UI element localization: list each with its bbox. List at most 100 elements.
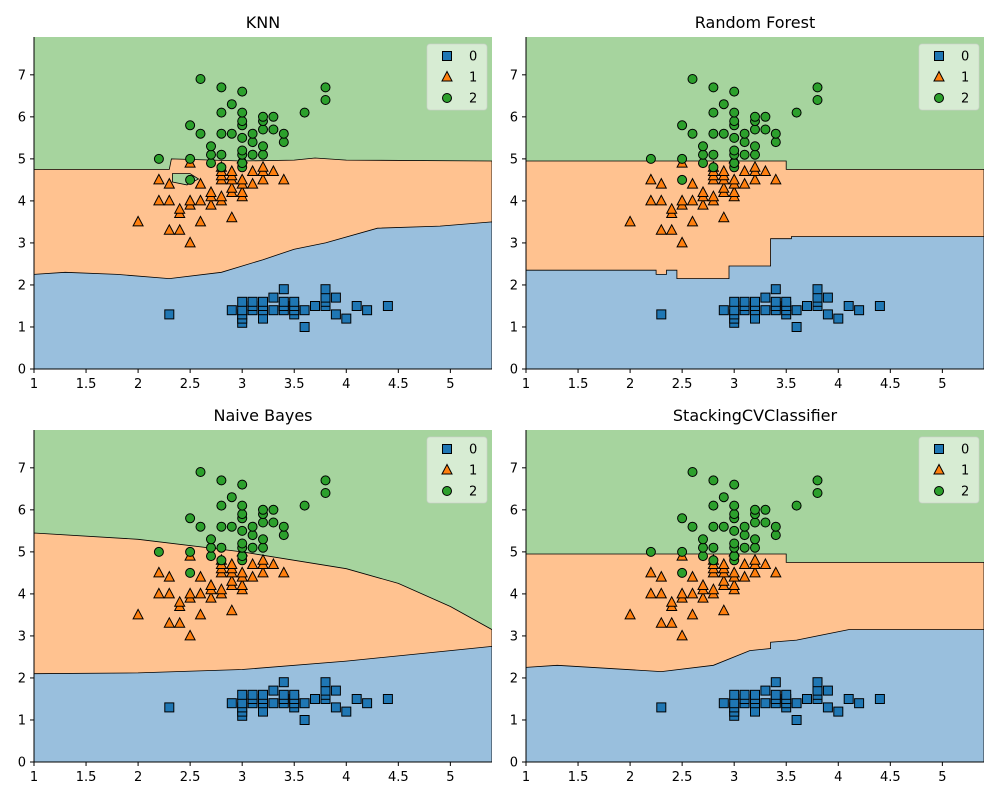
point-class-2	[226, 492, 237, 503]
point-class-2	[687, 467, 698, 477]
point-class-2	[770, 521, 781, 532]
point-class-0	[164, 309, 175, 320]
point-class-2	[729, 145, 740, 156]
point-class-0	[351, 694, 362, 704]
point-class-2	[185, 546, 196, 557]
point-class-0	[854, 698, 865, 709]
point-class-2	[770, 530, 781, 541]
x-tick-label: 5	[446, 377, 454, 392]
point-class-1	[246, 557, 259, 569]
point-class-1	[163, 587, 176, 599]
point-class-1	[205, 591, 217, 603]
legend-marker-triangle	[441, 70, 453, 82]
x-tick-label: 2	[626, 770, 634, 785]
point-class-0	[164, 702, 175, 713]
point-class-2	[226, 521, 237, 532]
x-tick-label: 3	[238, 770, 246, 785]
legend-marker-square	[934, 51, 944, 61]
y-tick-label: 4	[510, 194, 518, 209]
point-class-1	[225, 211, 238, 223]
point-class-0	[237, 698, 248, 709]
point-class-0	[289, 296, 300, 307]
point-class-2	[750, 141, 760, 152]
point-class-1	[236, 578, 249, 590]
y-tick-label: 2	[510, 278, 518, 293]
point-class-1	[194, 587, 207, 599]
point-class-1	[236, 185, 249, 197]
point-class-1	[236, 566, 249, 578]
point-class-0	[330, 292, 341, 303]
y-tick-label: 6	[18, 503, 26, 518]
point-class-2	[708, 149, 719, 160]
point-class-1	[153, 194, 165, 206]
point-class-1	[225, 574, 238, 586]
point-class-1	[665, 202, 678, 214]
legend-label: 1	[469, 464, 477, 479]
x-tick-label: 1.5	[568, 377, 589, 392]
point-class-0	[237, 689, 248, 700]
point-class-2	[750, 149, 760, 160]
legend-label: 2	[469, 92, 477, 107]
point-class-2	[687, 128, 698, 139]
legend: 0 1 2	[918, 43, 980, 111]
point-class-2	[708, 82, 719, 93]
point-class-2	[750, 504, 760, 515]
point-class-0	[247, 296, 258, 307]
x-tick-label: 1.5	[76, 770, 97, 785]
point-class-1	[676, 194, 688, 206]
point-class-2	[216, 107, 227, 118]
y-tick-label: 5	[510, 545, 518, 560]
point-class-2	[708, 542, 719, 553]
point-class-2	[216, 475, 227, 486]
point-class-2	[729, 538, 740, 549]
point-class-2	[195, 74, 206, 84]
point-class-1	[645, 173, 657, 185]
point-class-2	[729, 509, 740, 520]
point-class-2	[237, 132, 248, 143]
point-class-0	[750, 689, 760, 700]
point-class-0	[791, 715, 802, 725]
x-tick-label: 1	[522, 377, 530, 392]
point-class-1	[749, 160, 761, 172]
x-tick-label: 4	[834, 770, 842, 785]
x-tick-label: 1	[522, 770, 530, 785]
point-class-1	[267, 164, 280, 176]
point-class-2	[216, 128, 227, 139]
point-class-2	[739, 128, 750, 139]
point-class-0	[278, 677, 289, 688]
y-tick-label: 4	[18, 587, 26, 602]
legend-label: 1	[961, 464, 969, 479]
point-class-1	[267, 557, 280, 569]
point-class-0	[812, 685, 823, 696]
point-class-2	[258, 149, 268, 160]
point-class-1	[686, 177, 699, 189]
point-class-0	[750, 313, 760, 324]
decision-regions	[34, 37, 492, 369]
x-tick-label: 3	[238, 377, 246, 392]
x-tick-label: 3.5	[284, 770, 305, 785]
legend-box	[918, 436, 980, 504]
point-class-2	[708, 475, 719, 486]
x-tick-label: 1.5	[76, 377, 97, 392]
point-class-0	[341, 313, 352, 324]
point-class-0	[812, 292, 823, 303]
point-class-0	[268, 698, 279, 709]
y-tick-label: 7	[510, 461, 518, 476]
point-class-2	[750, 542, 760, 553]
point-class-0	[268, 292, 279, 303]
point-class-0	[258, 706, 268, 717]
point-class-2	[258, 111, 268, 122]
x-tick-label: 2.5	[180, 770, 201, 785]
legend-marker-triangle	[441, 463, 453, 475]
point-class-1	[277, 566, 290, 578]
point-class-1	[728, 173, 741, 185]
point-class-2	[278, 521, 289, 532]
point-class-1	[163, 223, 176, 235]
point-class-1	[749, 173, 761, 185]
point-class-2	[708, 162, 719, 173]
point-class-2	[677, 546, 688, 557]
point-class-1	[194, 194, 207, 206]
y-tick-label: 2	[510, 671, 518, 686]
point-class-0	[362, 698, 373, 709]
